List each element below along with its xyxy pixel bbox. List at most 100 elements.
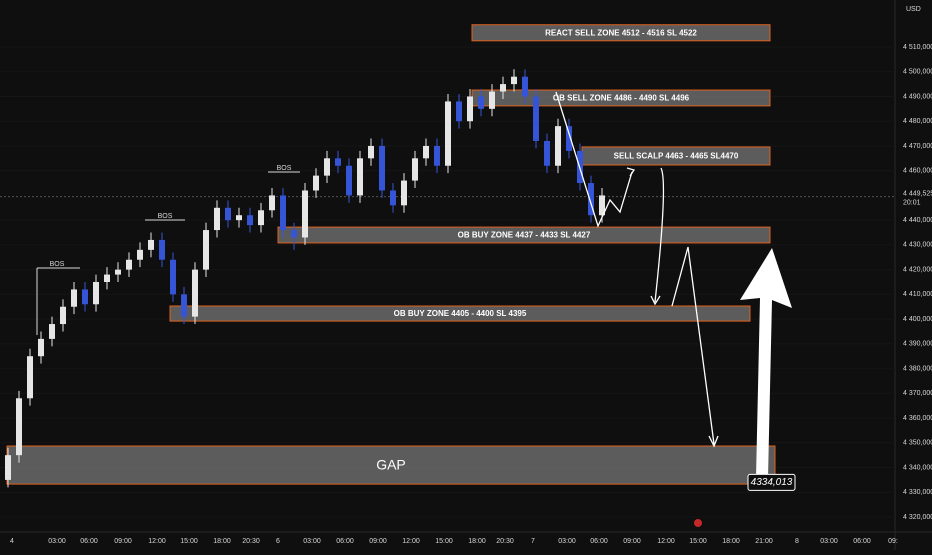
candle-body [269,195,275,211]
y-tick-label: 4 480,000 [903,118,932,125]
candle-body [500,84,506,92]
x-tick-label: 18:00 [213,538,231,545]
bos-lines [36,171,300,335]
candle-body [357,158,363,196]
x-tick-label: 12:00 [402,538,420,545]
x-tick-label: 20:30 [496,538,514,545]
arrow-head [708,435,719,448]
zone [6,445,776,485]
x-tick-label: 09: [888,538,898,545]
candle-body [27,356,33,399]
bos-label: BOS [158,213,173,220]
candle-body [302,190,308,238]
y-tick-label: 4 490,000 [903,93,932,100]
candle-body [203,230,209,270]
x-tick-label: 20:30 [242,538,260,545]
x-tick-label: 03:00 [303,538,321,545]
target-price-box [747,473,796,491]
zone-label: OB SELL ZONE 4486 - 4490 SL 4496 [553,94,690,103]
x-tick-label: 03:00 [48,538,66,545]
x-tick-label: 12:00 [148,538,166,545]
x-tick-label: 15:00 [689,538,707,545]
y-tick-label: 4 510,000 [903,44,932,51]
arrow-path [555,91,633,228]
projection-arrows [555,91,719,448]
candle-body [82,289,88,305]
last-time-label: 20:01 [903,199,921,206]
y-tick-label: 4 460,000 [903,168,932,175]
big-arrow [740,248,792,478]
x-tick-label: 06:00 [590,538,608,545]
y-tick-label: 4 470,000 [903,143,932,150]
target-price-label: 4334,013 [751,477,793,488]
candle-body [401,180,407,206]
zone-label: REACT SELL ZONE 4512 - 4516 SL 4522 [545,28,697,37]
zone-label: SELL SCALP 4463 - 4465 SL4470 [614,152,739,161]
candle-body [247,215,253,226]
candle-body [5,455,11,480]
zone [471,24,771,42]
zone-label: OB BUY ZONE 4405 - 4400 SL 4395 [394,309,527,318]
x-tick-label: 06:00 [853,538,871,545]
zone-label: GAP [376,456,406,472]
bos-label: BOS [50,261,65,268]
candle-body [511,76,517,85]
y-tick-label: 4 340,000 [903,464,932,471]
y-tick-label: 4 500,000 [903,69,932,76]
candle-body [555,126,561,166]
x-tick-label: 6 [276,538,280,545]
x-tick-label: 8 [795,538,799,545]
candle-body [192,269,198,317]
candle-body [588,183,594,216]
candle-body [456,101,462,122]
candle-body [214,207,220,231]
candle-body [390,190,396,206]
candle-body [126,259,132,270]
bos-label: BOS [277,165,292,172]
event-icon [694,519,702,527]
candle-body [599,195,605,216]
x-tick-label: 4 [10,538,14,545]
y-tick-label: 4 400,000 [903,316,932,323]
y-tick-label: 4 420,000 [903,266,932,273]
candle-body [60,306,66,325]
arrow-path [654,167,665,303]
candle-body [434,145,440,166]
x-tick-label: 15:00 [180,538,198,545]
candle-body [423,145,429,159]
zone-label: OB BUY ZONE 4437 - 4433 SL 4427 [458,231,591,240]
x-tick-label: 12:00 [657,538,675,545]
candle-body [368,145,374,159]
zone [169,305,751,322]
candle-body [93,282,99,305]
arrow-head [626,167,636,177]
arrow-path [671,246,715,445]
candle-body [346,165,352,196]
zone [277,226,771,244]
x-tick-label: 21:00 [755,538,773,545]
candle-body [467,96,473,122]
x-tick-label: 03:00 [820,538,838,545]
y-tick-label: 4 330,000 [903,489,932,496]
candle-body [148,239,154,250]
candle-body [478,96,484,109]
candle-body [280,195,286,231]
y-tick-label: 4 390,000 [903,341,932,348]
candle-body [236,215,242,221]
y-tick-label: 4 360,000 [903,415,932,422]
currency: USD [906,6,921,13]
x-tick-label: 03:00 [558,538,576,545]
candle-body [445,101,451,166]
candle-body [115,269,121,275]
candle-body [159,239,165,260]
candle-body [379,145,385,191]
candle-body [412,158,418,181]
candle-body [533,96,539,142]
candle-body [49,324,55,339]
x-tick-label: 18:00 [468,538,486,545]
candle-body [104,274,110,283]
last-price-label: 4 449,525 [903,190,932,197]
y-tick-label: 4 350,000 [903,440,932,447]
candle-body [313,175,319,191]
candle-body [181,294,187,317]
